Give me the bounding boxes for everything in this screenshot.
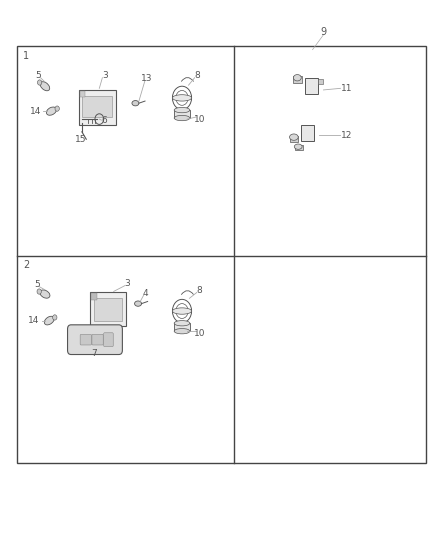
Bar [174, 322, 190, 331]
Text: 3: 3 [125, 279, 131, 288]
Bar [80, 91, 85, 96]
Ellipse shape [46, 107, 57, 115]
Ellipse shape [293, 75, 301, 81]
Text: 12: 12 [341, 131, 352, 140]
Bar [318, 79, 323, 84]
Bar [174, 110, 190, 118]
Text: 15: 15 [75, 135, 87, 144]
Text: 10: 10 [194, 115, 205, 124]
Bar [82, 95, 112, 117]
Text: 5: 5 [34, 280, 40, 289]
FancyBboxPatch shape [67, 325, 122, 354]
Ellipse shape [40, 82, 49, 91]
Ellipse shape [44, 316, 54, 325]
Text: 11: 11 [341, 84, 352, 93]
Text: 13: 13 [141, 74, 153, 83]
Text: 9: 9 [320, 27, 326, 37]
Text: 14: 14 [28, 316, 40, 325]
Ellipse shape [174, 320, 190, 326]
Text: 8: 8 [194, 71, 200, 80]
Text: 14: 14 [30, 107, 41, 116]
Bar [90, 292, 126, 326]
Ellipse shape [294, 144, 302, 149]
Circle shape [38, 80, 42, 85]
Text: 7: 7 [91, 350, 97, 359]
Bar [94, 298, 122, 321]
Circle shape [53, 315, 57, 320]
Bar [17, 46, 426, 463]
FancyBboxPatch shape [104, 333, 113, 346]
Ellipse shape [173, 308, 191, 314]
Text: 4: 4 [142, 288, 148, 297]
Bar [295, 144, 303, 150]
Text: 8: 8 [197, 286, 202, 295]
Ellipse shape [40, 290, 50, 298]
Bar [290, 136, 298, 142]
Bar [79, 90, 116, 125]
Text: 10: 10 [194, 329, 205, 338]
Circle shape [55, 106, 59, 111]
Text: 3: 3 [102, 71, 108, 80]
FancyBboxPatch shape [92, 334, 103, 345]
Text: 6: 6 [102, 116, 107, 125]
Text: 1: 1 [23, 51, 29, 61]
Bar [92, 293, 97, 300]
Circle shape [37, 289, 41, 294]
Ellipse shape [173, 95, 191, 101]
Ellipse shape [132, 101, 139, 106]
Ellipse shape [290, 134, 298, 140]
Bar [305, 78, 318, 94]
FancyBboxPatch shape [80, 334, 92, 345]
Bar [301, 125, 314, 141]
Ellipse shape [134, 301, 141, 306]
Ellipse shape [174, 328, 190, 334]
Text: 2: 2 [23, 261, 29, 270]
Bar [293, 76, 302, 83]
Text: 5: 5 [35, 71, 41, 80]
Ellipse shape [174, 108, 190, 113]
Ellipse shape [174, 115, 190, 120]
